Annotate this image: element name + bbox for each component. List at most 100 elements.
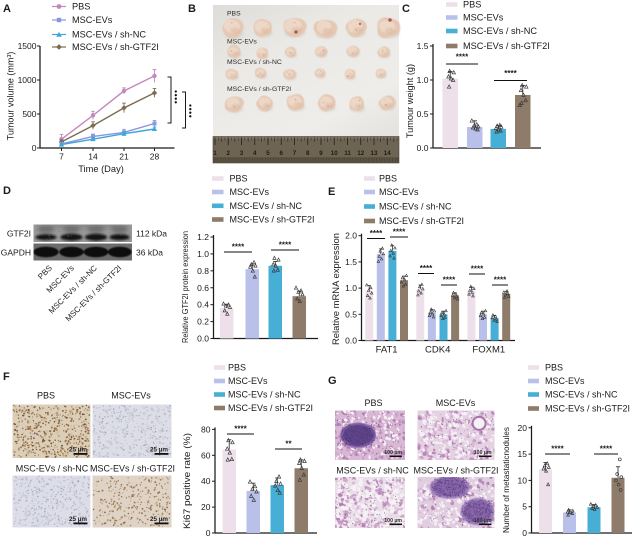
svg-text:B: B — [188, 3, 196, 15]
svg-text:MSC-EVs: MSC-EVs — [228, 376, 268, 386]
svg-text:****: **** — [232, 243, 245, 252]
svg-text:MSC-EVs / sh-GTF2I: MSC-EVs / sh-GTF2I — [230, 215, 315, 225]
svg-text:0.8: 0.8 — [197, 266, 209, 276]
svg-text:0.5: 0.5 — [417, 109, 429, 119]
svg-text:7: 7 — [293, 150, 297, 157]
svg-text:8: 8 — [306, 150, 310, 157]
svg-text:PBS: PBS — [228, 363, 246, 373]
svg-text:GAPDH: GAPDH — [1, 248, 31, 258]
svg-text:1.5: 1.5 — [345, 257, 357, 267]
svg-text:25 µm: 25 µm — [69, 447, 87, 454]
svg-text:Relative GTF2I protein express: Relative GTF2I protein expression — [181, 231, 190, 343]
svg-text:0: 0 — [522, 528, 527, 538]
svg-text:MSC-EVs: MSC-EVs — [72, 15, 113, 25]
svg-text:0.2: 0.2 — [197, 317, 209, 327]
svg-text:1500: 1500 — [18, 41, 37, 51]
svg-text:Tumour volume (mm³): Tumour volume (mm³) — [6, 52, 16, 141]
svg-text:PBS: PBS — [364, 398, 382, 408]
svg-text:PBS: PBS — [37, 391, 55, 401]
svg-text:3: 3 — [240, 150, 244, 157]
svg-text:500: 500 — [22, 109, 36, 119]
svg-text:36 kDa: 36 kDa — [136, 248, 163, 258]
svg-text:4: 4 — [253, 150, 257, 157]
svg-text:MSC-EVs / sh-NC: MSC-EVs / sh-NC — [16, 464, 89, 474]
svg-text:100 µm: 100 µm — [474, 450, 492, 456]
svg-text:MSC-EVs / sh-NC: MSC-EVs / sh-NC — [379, 202, 452, 212]
svg-text:25 µm: 25 µm — [150, 447, 168, 454]
svg-text:PBS: PBS — [72, 2, 90, 12]
svg-text:****: **** — [370, 229, 383, 238]
svg-text:MSC-EVs / sh-NC: MSC-EVs / sh-NC — [227, 59, 282, 66]
svg-text:12: 12 — [357, 150, 364, 157]
svg-text:0.0: 0.0 — [197, 334, 209, 344]
svg-text:****: **** — [600, 445, 613, 454]
svg-text:25 µm: 25 µm — [150, 516, 168, 523]
svg-text:MSC-EVs: MSC-EVs — [436, 398, 476, 408]
svg-text:****: **** — [456, 53, 469, 62]
svg-text:2.0: 2.0 — [345, 231, 357, 241]
svg-text:****: **** — [494, 276, 507, 285]
svg-text:1: 1 — [213, 150, 217, 157]
svg-text:MSC-EVs / sh-GTF2I: MSC-EVs / sh-GTF2I — [379, 216, 464, 226]
svg-text:MSC-EVs: MSC-EVs — [111, 391, 151, 401]
svg-text:1.0: 1.0 — [345, 283, 357, 293]
svg-text:1.0: 1.0 — [197, 249, 209, 259]
svg-text:****: **** — [551, 445, 564, 454]
svg-text:Tumour weight (g): Tumour weight (g) — [405, 64, 415, 138]
svg-text:13: 13 — [371, 150, 378, 157]
svg-text:5: 5 — [522, 502, 527, 512]
svg-text:FAT1: FAT1 — [376, 345, 398, 356]
svg-text:PBS: PBS — [463, 0, 481, 10]
svg-text:PBS: PBS — [379, 174, 397, 184]
svg-text:0: 0 — [32, 143, 37, 153]
svg-text:9: 9 — [319, 150, 323, 157]
svg-text:10: 10 — [518, 475, 528, 485]
svg-text:****: **** — [504, 69, 517, 78]
svg-text:GTF2I: GTF2I — [7, 229, 31, 239]
svg-text:20: 20 — [518, 423, 528, 433]
svg-text:7: 7 — [59, 152, 64, 162]
svg-text:****: **** — [420, 264, 433, 273]
svg-text:40: 40 — [201, 476, 211, 486]
svg-text:MSC-EVs: MSC-EVs — [379, 187, 419, 197]
svg-text:5: 5 — [266, 150, 270, 157]
svg-text:15: 15 — [518, 449, 528, 459]
svg-text:FOXM1: FOXM1 — [472, 345, 505, 356]
svg-text:0.0: 0.0 — [345, 336, 357, 346]
svg-text:MSC-EVs / sh-NC: MSC-EVs / sh-NC — [336, 466, 409, 476]
svg-text:0.5: 0.5 — [345, 309, 357, 319]
svg-text:MSC-EVs / sh-GTF2I: MSC-EVs / sh-GTF2I — [413, 466, 498, 476]
svg-text:MSC-EVs / sh-GTF2I: MSC-EVs / sh-GTF2I — [90, 464, 175, 474]
svg-text:60: 60 — [201, 450, 211, 460]
svg-text:PBS: PBS — [227, 11, 241, 18]
svg-text:CDK4: CDK4 — [425, 345, 450, 356]
svg-text:21: 21 — [119, 152, 129, 162]
svg-text:****: **** — [471, 265, 484, 274]
svg-text:G: G — [328, 375, 337, 387]
svg-text:0: 0 — [206, 528, 211, 538]
svg-text:6: 6 — [280, 150, 284, 157]
svg-text:C: C — [402, 3, 410, 15]
svg-text:1.0: 1.0 — [417, 75, 429, 85]
svg-text:MSC-EVs: MSC-EVs — [463, 13, 504, 23]
svg-text:20: 20 — [201, 502, 211, 512]
svg-text:80: 80 — [201, 424, 211, 434]
svg-text:MSC-EVs: MSC-EVs — [230, 187, 270, 197]
svg-text:MSC-EVs / sh-NC: MSC-EVs / sh-NC — [463, 26, 537, 36]
svg-text:D: D — [3, 185, 11, 197]
svg-text:MSC-EVs / sh-GTF2I: MSC-EVs / sh-GTF2I — [72, 42, 159, 52]
svg-text:****: **** — [234, 425, 247, 434]
svg-text:Relative mRNA expression: Relative mRNA expression — [331, 233, 341, 345]
svg-text:MSC-EVs / sh-NC: MSC-EVs / sh-NC — [545, 390, 618, 400]
svg-text:MSC-EVs / sh-NC: MSC-EVs / sh-NC — [228, 390, 301, 400]
svg-text:****: **** — [443, 276, 456, 285]
svg-text:F: F — [3, 371, 10, 383]
svg-text:14: 14 — [88, 152, 98, 162]
svg-text:0.6: 0.6 — [197, 283, 209, 293]
svg-text:Number of metastaticnodules: Number of metastaticnodules — [501, 427, 511, 533]
svg-text:**: ** — [285, 440, 292, 449]
svg-text:100 µm: 100 µm — [474, 518, 492, 524]
svg-text:MSC-EVs / sh-GTF2I: MSC-EVs / sh-GTF2I — [545, 404, 630, 414]
svg-text:PBS: PBS — [230, 174, 248, 184]
svg-text:****: **** — [393, 228, 406, 237]
